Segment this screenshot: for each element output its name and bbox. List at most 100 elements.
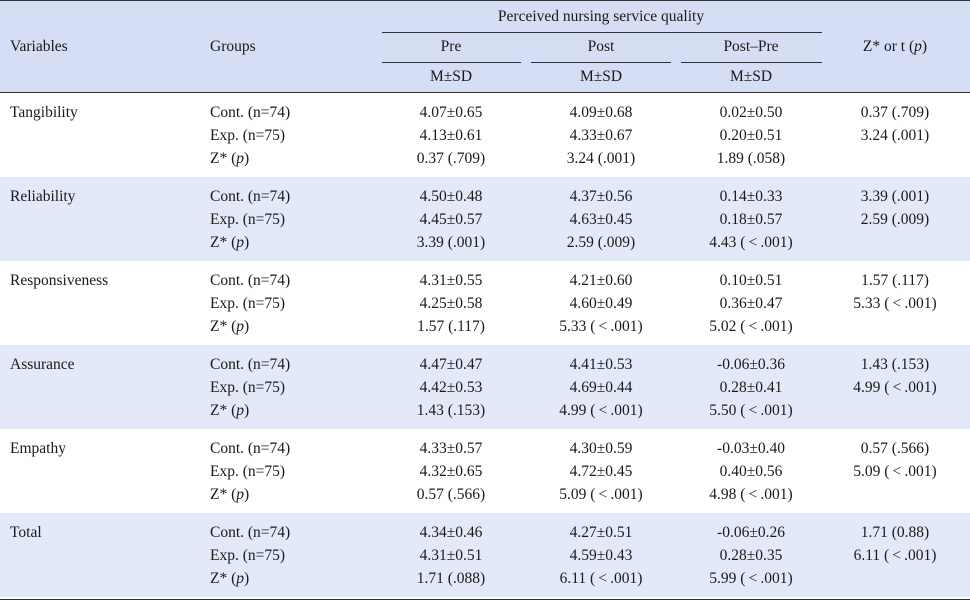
post-value: 3.24 (.001) <box>566 150 636 167</box>
diff-value: 1.89 (.058) <box>716 150 786 167</box>
post-value: 4.59±0.43 <box>569 547 633 564</box>
header-post: Post <box>587 38 615 55</box>
post-value: 4.33±0.67 <box>569 127 633 144</box>
z-or-t-value: 0.37 (.709) <box>860 104 930 121</box>
post-value: 6.11 ( < .001) <box>559 570 643 587</box>
post-value: 4.41±0.53 <box>569 356 633 373</box>
group-exp-label: Exp. (n=75) <box>210 463 286 480</box>
header-diff-msd: M±SD <box>729 68 773 85</box>
post-value: 2.59 (.009) <box>566 234 636 251</box>
group-exp-label: Exp. (n=75) <box>210 127 286 144</box>
post-value: 4.63±0.45 <box>569 211 633 228</box>
header-z-or-t: Z* or t (p) <box>862 38 928 55</box>
z-or-t-value: 1.71 (0.88) <box>860 524 930 541</box>
pre-value: 1.43 (.153) <box>416 402 486 419</box>
header-variables: Variables <box>10 38 68 55</box>
z-or-t-value: 2.59 (.009) <box>860 211 930 228</box>
group-cont-label: Cont. (n=74) <box>210 104 291 121</box>
diff-value: 0.14±0.33 <box>719 188 783 205</box>
diff-underline <box>681 62 822 63</box>
group-z-label: Z* (p) <box>210 570 250 587</box>
diff-value: 0.28±0.35 <box>719 547 783 564</box>
post-value: 4.37±0.56 <box>569 188 633 205</box>
group-cont-label: Cont. (n=74) <box>210 440 291 457</box>
post-value: 4.69±0.44 <box>569 379 633 396</box>
diff-value: -0.03±0.40 <box>717 440 785 457</box>
header-pre-msd: M±SD <box>429 68 473 85</box>
group-cont-label: Cont. (n=74) <box>210 272 291 289</box>
pre-underline <box>382 62 521 63</box>
group-exp-label: Exp. (n=75) <box>210 547 286 564</box>
table-header-background <box>0 1 970 92</box>
pre-value: 4.42±0.53 <box>419 379 483 396</box>
group-exp-label: Exp. (n=75) <box>210 379 286 396</box>
pre-value: 1.71 (.088) <box>416 570 486 587</box>
pre-value: 4.47±0.47 <box>419 356 483 373</box>
diff-value: 5.50 ( < .001) <box>709 402 793 419</box>
post-value: 4.72±0.45 <box>569 463 633 480</box>
z-or-t-value: 3.24 (.001) <box>860 127 930 144</box>
header-span-title: Perceived nursing service quality <box>497 8 705 25</box>
pre-value: 4.33±0.57 <box>419 440 483 457</box>
span-underline <box>382 32 822 33</box>
z-or-t-value: 4.99 ( < .001) <box>853 379 937 396</box>
pre-value: 4.25±0.58 <box>419 295 483 312</box>
pre-value: 4.45±0.57 <box>419 211 483 228</box>
group-z-label: Z* (p) <box>210 234 250 251</box>
post-value: 4.30±0.59 <box>569 440 633 457</box>
diff-value: -0.06±0.26 <box>717 524 785 541</box>
header-bottom-rule <box>0 92 970 93</box>
pre-value: 4.07±0.65 <box>419 104 483 121</box>
group-z-label: Z* (p) <box>210 402 250 419</box>
header-post-msd: M±SD <box>579 68 623 85</box>
diff-value: 5.99 ( < .001) <box>709 570 793 587</box>
post-value: 4.27±0.51 <box>569 524 633 541</box>
diff-value: 4.98 ( < .001) <box>709 486 793 503</box>
group-cont-label: Cont. (n=74) <box>210 524 291 541</box>
header-groups: Groups <box>210 38 256 55</box>
diff-value: 0.28±0.41 <box>719 379 783 396</box>
row-band <box>0 345 970 429</box>
post-value: 5.09 ( < .001) <box>559 486 643 503</box>
pre-value: 4.32±0.65 <box>419 463 483 480</box>
diff-value: 0.18±0.57 <box>719 211 783 228</box>
post-value: 5.33 ( < .001) <box>559 318 643 335</box>
diff-value: 0.20±0.51 <box>719 127 783 144</box>
z-or-t-value: 3.39 (.001) <box>860 188 930 205</box>
post-underline <box>531 62 671 63</box>
post-value: 4.09±0.68 <box>569 104 633 121</box>
post-value: 4.21±0.60 <box>569 272 633 289</box>
variable-label: Tangibility <box>10 104 78 121</box>
diff-value: 0.10±0.51 <box>719 272 783 289</box>
header-pre: Pre <box>440 38 462 55</box>
group-z-label: Z* (p) <box>210 318 250 335</box>
variable-label: Total <box>10 524 42 541</box>
diff-value: 0.36±0.47 <box>719 295 783 312</box>
variable-label: Empathy <box>10 440 66 457</box>
bottom-rule <box>0 599 970 600</box>
variable-label: Responsiveness <box>10 272 109 289</box>
z-or-t-value: 0.57 (.566) <box>860 440 930 457</box>
pre-value: 3.39 (.001) <box>416 234 486 251</box>
group-exp-label: Exp. (n=75) <box>210 211 286 228</box>
z-or-t-value: 5.09 ( < .001) <box>853 463 937 480</box>
header-post-pre: Post–Pre <box>723 38 779 55</box>
post-value: 4.60±0.49 <box>569 295 633 312</box>
group-exp-label: Exp. (n=75) <box>210 295 286 312</box>
row-band <box>0 177 970 261</box>
z-or-t-value: 1.57 (.117) <box>861 272 929 289</box>
diff-value: 4.43 ( < .001) <box>709 234 793 251</box>
pre-value: 4.31±0.55 <box>419 272 483 289</box>
pre-value: 4.13±0.61 <box>419 127 483 144</box>
group-z-label: Z* (p) <box>210 150 250 167</box>
group-z-label: Z* (p) <box>210 486 250 503</box>
pre-value: 0.37 (.709) <box>416 150 486 167</box>
group-cont-label: Cont. (n=74) <box>210 188 291 205</box>
diff-value: 0.40±0.56 <box>719 463 783 480</box>
z-or-t-value: 6.11 ( < .001) <box>853 547 937 564</box>
row-band <box>0 513 970 597</box>
pre-value: 1.57 (.117) <box>417 318 485 335</box>
post-value: 4.99 ( < .001) <box>559 402 643 419</box>
z-or-t-value: 5.33 ( < .001) <box>853 295 937 312</box>
